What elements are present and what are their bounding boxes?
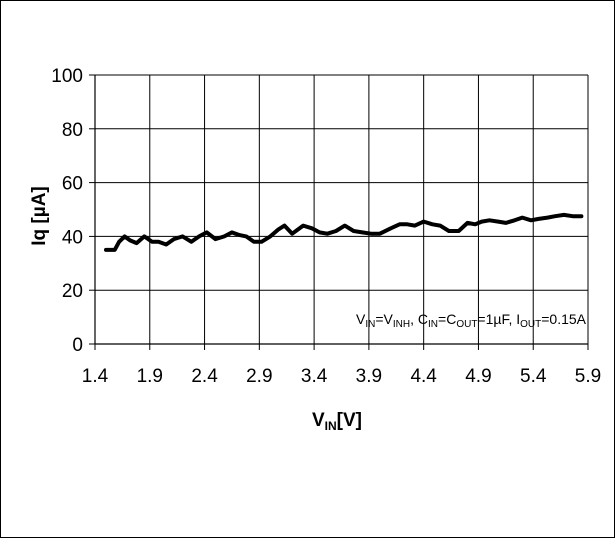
x-axis-label: VIN[V] <box>312 410 362 433</box>
x-tick-label: 3.4 <box>301 366 328 387</box>
x-tick-label: 2.4 <box>191 366 218 387</box>
x-tick-labels: 1.4 1.9 2.4 2.9 3.4 3.9 4.4 4.9 5.4 5.9 <box>82 366 601 387</box>
x-tick-label: 4.9 <box>465 366 491 387</box>
axes <box>89 74 589 350</box>
y-tick-label: 80 <box>62 120 83 141</box>
y-tick-label: 20 <box>62 281 83 302</box>
x-tick-label: 2.9 <box>246 366 272 387</box>
y-axis-label: Iq [µA] <box>29 186 50 246</box>
x-tick-label: 4.4 <box>410 366 437 387</box>
x-tick-label: 5.9 <box>575 366 601 387</box>
x-tick-label: 5.4 <box>520 366 547 387</box>
x-tick-label: 1.9 <box>137 366 163 387</box>
series-group <box>104 212 584 252</box>
y-tick-label: 60 <box>62 174 83 195</box>
iq-series-line <box>104 212 584 252</box>
y-tick-label: 100 <box>51 66 83 87</box>
y-tick-labels: 0 20 40 60 80 100 <box>51 66 83 356</box>
y-tick-label: 40 <box>62 227 83 248</box>
grid-lines <box>95 74 589 344</box>
y-tick-label: 0 <box>72 335 83 356</box>
x-tick-label: 3.9 <box>356 366 382 387</box>
conditions-annotation: VIN=VINH, CIN=COUT=1µF, IOUT=0.15A <box>356 311 587 330</box>
x-tick-label: 1.4 <box>82 366 109 387</box>
